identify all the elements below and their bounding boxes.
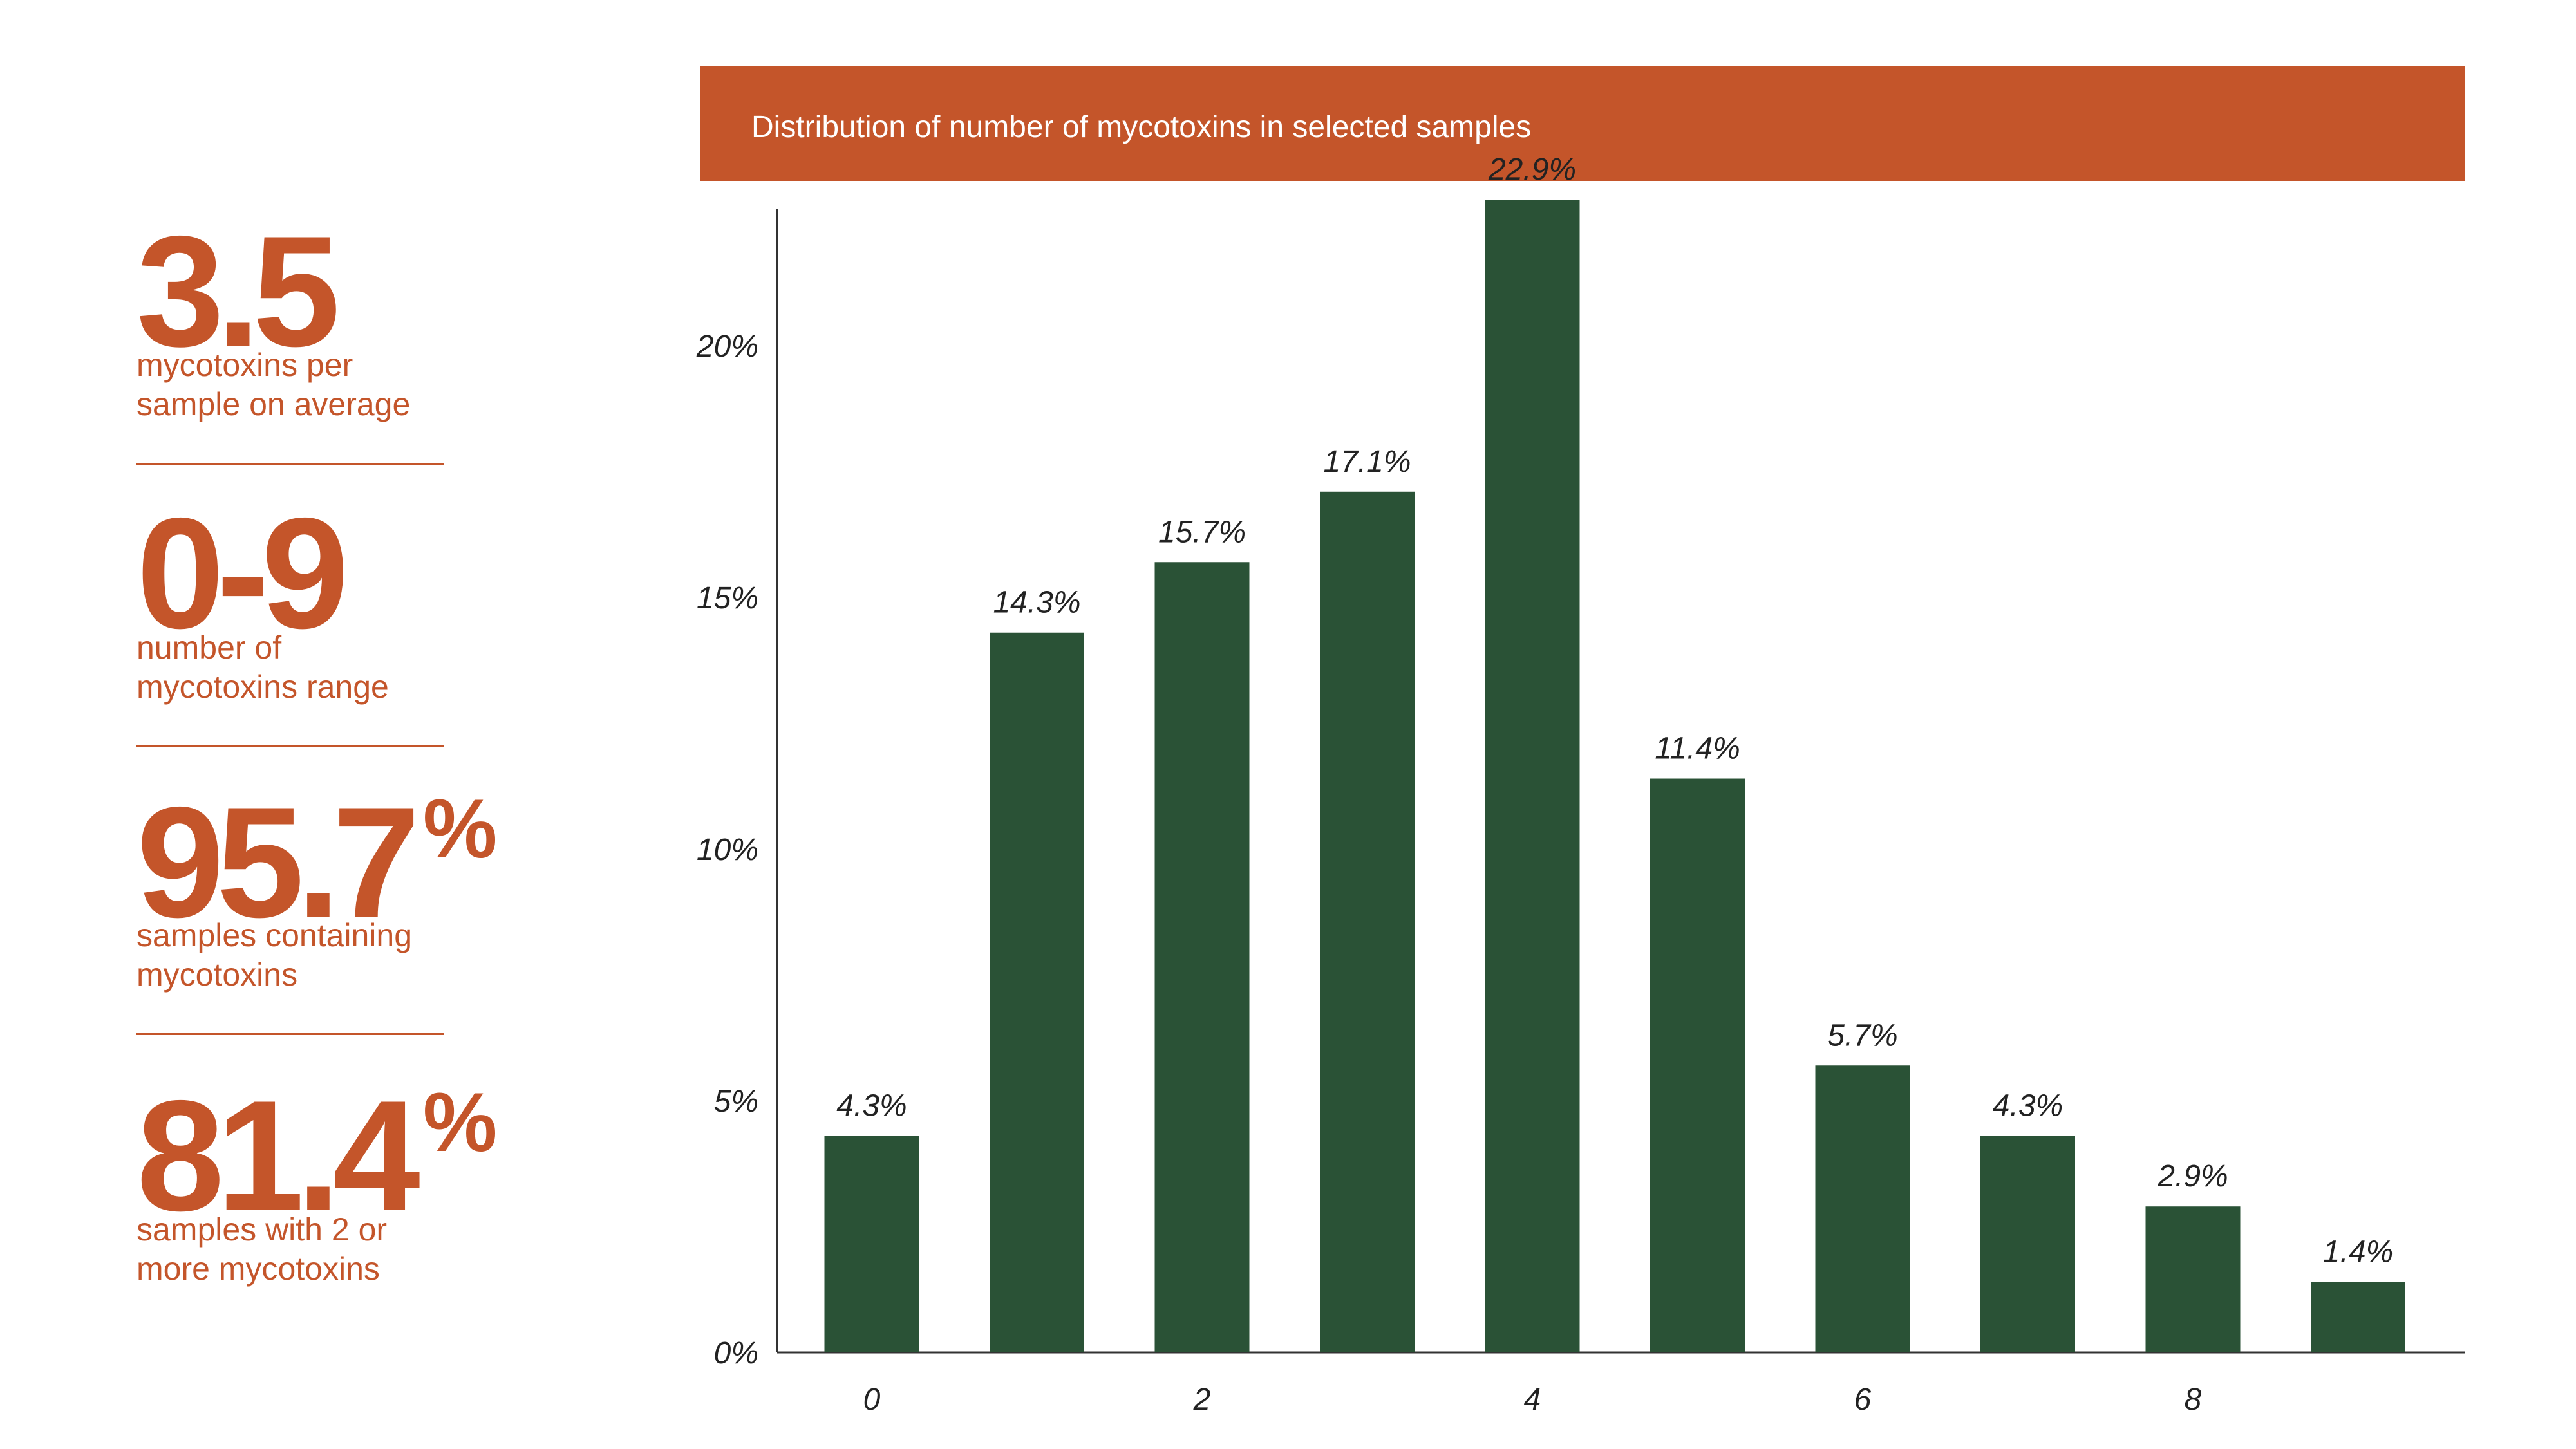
- x-tick-label: 0: [863, 1383, 881, 1417]
- bar: [824, 1136, 919, 1352]
- bar: [1980, 1136, 2075, 1352]
- bar-value-label: 22.9%: [1488, 153, 1576, 187]
- key-figures-panel: 3.5 mycotoxins per sample on average 0-9…: [0, 0, 644, 1449]
- bar: [1154, 562, 1250, 1352]
- bar: [2145, 1206, 2241, 1352]
- stat-caption: samples containing mycotoxins: [136, 917, 413, 993]
- y-tick-label: 15%: [697, 581, 758, 615]
- stat-divider: [136, 1033, 444, 1035]
- stat-caption: number of mycotoxins range: [136, 630, 389, 705]
- x-tick-label: 4: [1524, 1383, 1541, 1417]
- bar: [1650, 778, 1745, 1352]
- x-tick-label: 8: [2185, 1383, 2202, 1417]
- stat-value: 3.5: [136, 203, 341, 379]
- stat-caption: samples with 2 or more mycotoxins: [136, 1211, 388, 1287]
- bar-value-label: 14.3%: [993, 586, 1080, 620]
- bar: [1485, 200, 1580, 1353]
- y-tick-label: 10%: [697, 833, 758, 867]
- bar-value-label: 11.4%: [1655, 732, 1740, 766]
- stat-value: 95.7%: [136, 774, 497, 950]
- bar-value-label: 1.4%: [2323, 1235, 2393, 1269]
- bar: [1320, 491, 1415, 1352]
- bar-value-label: 5.7%: [1827, 1018, 1897, 1052]
- bar: [1815, 1065, 1910, 1352]
- x-tick-label: 2: [1193, 1383, 1211, 1417]
- y-tick-label: 0%: [714, 1336, 758, 1370]
- y-tick-label: 5%: [714, 1085, 758, 1119]
- stat-divider: [136, 463, 444, 465]
- bar: [990, 632, 1084, 1352]
- y-tick-label: 20%: [696, 330, 758, 364]
- bar-value-label: 17.1%: [1323, 445, 1411, 479]
- bar-value-label: 4.3%: [836, 1089, 907, 1123]
- stat-caption: mycotoxins per sample on average: [136, 347, 411, 422]
- bar-value-label: 15.7%: [1158, 515, 1246, 549]
- chart-title: Distribution of number of mycotoxins in …: [751, 110, 1532, 144]
- chart-title-banner: Distribution of number of mycotoxins in …: [700, 66, 2465, 181]
- stat-divider: [136, 745, 444, 747]
- stat-value: 81.4%: [136, 1067, 497, 1244]
- bar-value-label: 2.9%: [2157, 1159, 2228, 1193]
- x-tick-label: 6: [1854, 1383, 1872, 1417]
- bar-value-label: 4.3%: [1993, 1089, 2063, 1123]
- bar: [2311, 1282, 2405, 1352]
- stat-value: 0-9: [136, 485, 349, 661]
